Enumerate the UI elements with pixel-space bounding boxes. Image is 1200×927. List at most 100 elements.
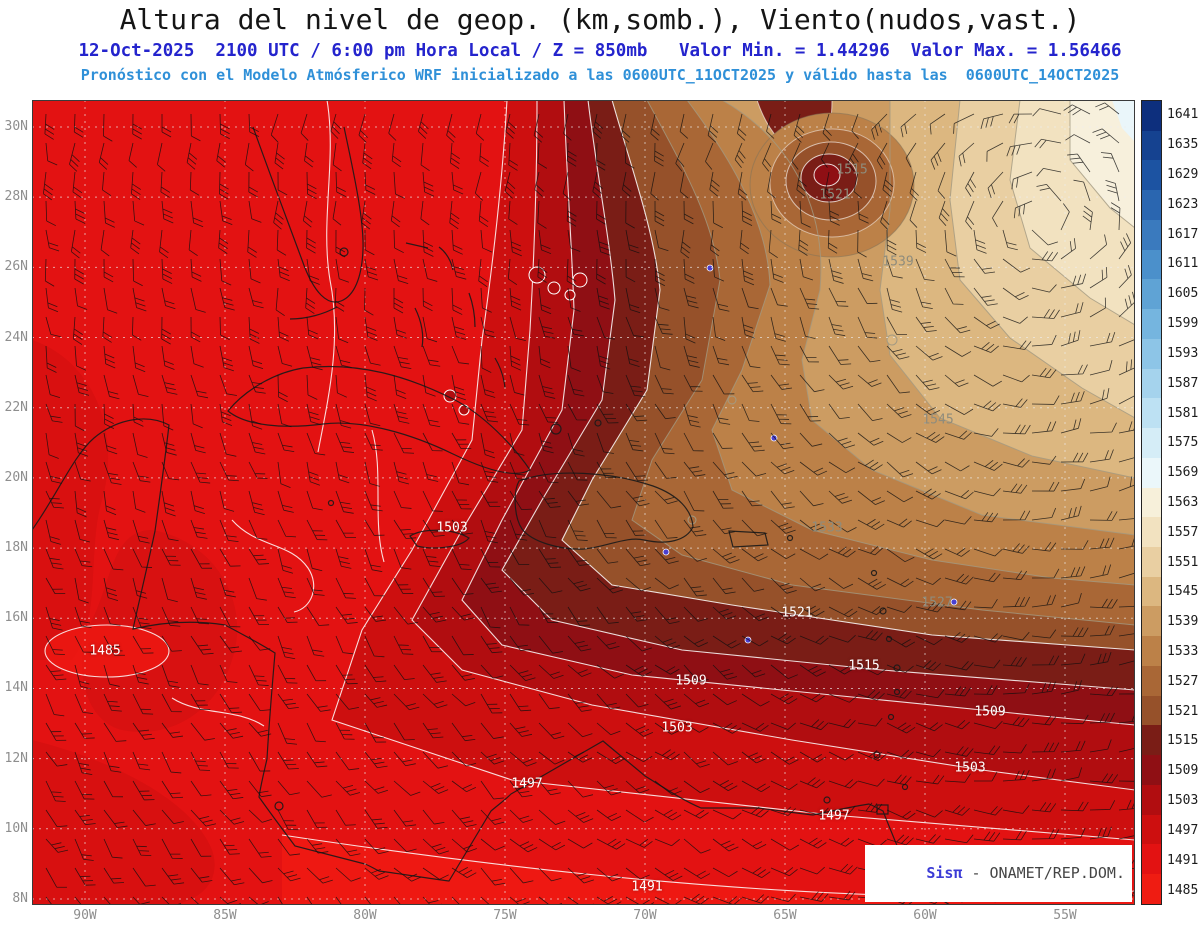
- colorbar-tick-label: 1563: [1167, 494, 1199, 510]
- lat-tick-label: 24N: [4, 329, 28, 345]
- lat-tick-label: 16N: [4, 610, 28, 626]
- colorbar-cell: [1142, 695, 1161, 726]
- colorbar-tick-label: 1551: [1167, 554, 1199, 570]
- contour-label: 1545: [922, 412, 954, 428]
- contour-lines-gray: [631, 100, 1135, 626]
- lon-tick-label: 65W: [773, 908, 797, 923]
- colorbar-cell: [1142, 398, 1161, 429]
- colorbar-tick-label: 1605: [1167, 286, 1199, 302]
- west-texture: [32, 340, 238, 905]
- lat-tick-label: 22N: [4, 399, 28, 415]
- contour-lines-white: [44, 100, 1135, 898]
- colorbar-tick-label: 1593: [1167, 345, 1199, 361]
- contour-label: 1497: [818, 808, 850, 824]
- lon-tick-label: 85W: [213, 908, 237, 923]
- colorbar-tick-label: 1635: [1167, 137, 1199, 153]
- shaded-height-field: [32, 100, 1135, 905]
- colorbar-tick-label: 1581: [1167, 405, 1199, 421]
- colorbar-cell: [1142, 457, 1161, 488]
- grid-and-windbarbs-overlay: [32, 100, 1135, 905]
- contour-label: 1503: [954, 760, 986, 776]
- contour-label: 1503: [436, 520, 468, 536]
- contour-label: 1509: [675, 673, 707, 689]
- contour-label: 1521: [819, 187, 851, 203]
- colorbar-tick-label: 1599: [1167, 316, 1199, 332]
- colorbar-cell: [1142, 368, 1161, 399]
- colorbar-tick-label: 1587: [1167, 375, 1199, 391]
- colorbar-tick-label: 1623: [1167, 196, 1199, 212]
- colorbar-tick-label: 1503: [1167, 793, 1199, 809]
- colorbar-cell: [1142, 606, 1161, 637]
- colorbar-tick-label: 1515: [1167, 733, 1199, 749]
- colorbar-tick-label: 1611: [1167, 256, 1199, 272]
- contour-label-layer: 1485 1503 1497 1491 1503 1509 1509 1503 1497 1515…: [32, 100, 1135, 905]
- colorbar-cell: [1142, 755, 1161, 785]
- colorbar-cell: [1142, 784, 1161, 815]
- colorbar-cell: [1142, 249, 1161, 280]
- colorbar-tick-label: 1497: [1167, 822, 1199, 838]
- wind-barbs: [43, 102, 1135, 905]
- colorbar: [1141, 100, 1162, 905]
- colorbar-tick-label: 1509: [1167, 763, 1199, 779]
- colorbar-cell: [1142, 101, 1161, 131]
- valid-time-line: 12-Oct-2025 2100 UTC / 6:00 pm Hora Loca…: [78, 41, 1122, 61]
- colorbar-cell: [1142, 130, 1161, 161]
- page-title: Altura del nivel de geop. (km,somb.), Vi…: [119, 3, 1081, 36]
- colorbar-cell: [1142, 725, 1161, 756]
- coastlines: [32, 126, 951, 905]
- cutoff-low-rings: [749, 100, 915, 258]
- contour-label: 1491: [631, 879, 663, 895]
- watermark-credit: - ONAMET/REP.DOM.: [962, 864, 1125, 882]
- model-forecast-line: Pronóstico con el Modelo Atmósferico WRF…: [80, 66, 1120, 84]
- lat-tick-label: 30N: [4, 119, 28, 134]
- watermark-brand: Sisπ: [926, 864, 963, 882]
- colorbar-tick-label: 1629: [1167, 167, 1199, 183]
- colorbar-tick-label: 1485: [1167, 882, 1199, 898]
- contour-label: 1515: [848, 658, 880, 674]
- lat-tick-label: 8N: [12, 890, 28, 906]
- contour-label: 1539: [882, 254, 914, 270]
- contour-label: 1509: [974, 704, 1006, 720]
- lon-tick-label: 75W: [493, 908, 517, 923]
- latlon-grid: [32, 100, 1135, 905]
- colorbar-tick-label: 1641: [1167, 107, 1199, 123]
- lon-tick-label: 60W: [913, 908, 937, 923]
- colorbar-cell: [1142, 428, 1161, 458]
- colorbar-tick-label: 1491: [1167, 852, 1199, 868]
- colorbar-cell: [1142, 636, 1161, 666]
- watermark: Sisπ - ONAMET/REP.DOM.: [865, 845, 1132, 902]
- colorbar-tick-label: 1521: [1167, 703, 1199, 719]
- lat-tick-label: 28N: [4, 189, 28, 205]
- colorbar-tick-label: 1539: [1167, 614, 1199, 630]
- lat-tick-label: 20N: [4, 469, 28, 485]
- lat-tick-label: 18N: [4, 540, 28, 556]
- colorbar-cell: [1142, 190, 1161, 220]
- colorbar-tick-label: 1527: [1167, 673, 1199, 689]
- colorbar-tick-label: 1569: [1167, 465, 1199, 481]
- colorbar-cell: [1142, 814, 1161, 845]
- colorbar-tick-label: 1557: [1167, 524, 1199, 540]
- colorbar-tick-label: 1533: [1167, 644, 1199, 660]
- colorbar-cell: [1142, 517, 1161, 548]
- shading-bands: [282, 100, 1135, 905]
- contour-label: 1497: [511, 776, 543, 792]
- lat-tick-label: 26N: [4, 259, 28, 275]
- colorbar-tick-label: 1617: [1167, 226, 1199, 242]
- colorbar-cell: [1142, 219, 1161, 250]
- contour-label: 1503: [661, 720, 693, 736]
- colorbar-cell: [1142, 487, 1161, 518]
- contour-label: 1527: [921, 595, 953, 611]
- lon-tick-label: 90W: [73, 908, 97, 923]
- map-canvas: 1485 1503 1497 1491 1503 1509 1509 1503 1497 1515…: [32, 100, 1135, 905]
- colorbar-cell: [1142, 338, 1161, 369]
- colorbar-tick-label: 1545: [1167, 584, 1199, 600]
- contour-label: 1515: [836, 162, 868, 178]
- lon-tick-label: 55W: [1053, 908, 1077, 923]
- lat-tick-label: 10N: [4, 820, 28, 836]
- colorbar-cell: [1142, 547, 1161, 577]
- contour-label: 1521: [781, 605, 813, 621]
- contour-label: 1485: [89, 643, 121, 659]
- mesoscale-ring-markers: [443, 266, 898, 525]
- contour-label: 1533: [811, 520, 843, 536]
